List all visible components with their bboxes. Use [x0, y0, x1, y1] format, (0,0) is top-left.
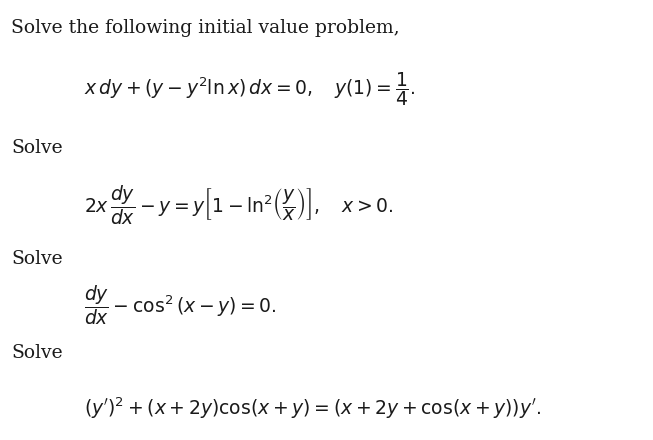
Text: $\dfrac{dy}{dx} - \cos^2(x - y) = 0.$: $\dfrac{dy}{dx} - \cos^2(x - y) = 0.$	[84, 283, 276, 327]
Text: Solve: Solve	[11, 345, 63, 363]
Text: $2x\,\dfrac{dy}{dx} - y = y\left[1 - \ln^2\!\left(\dfrac{y}{x}\right)\right], \q: $2x\,\dfrac{dy}{dx} - y = y\left[1 - \ln…	[84, 183, 393, 227]
Text: Solve: Solve	[11, 139, 63, 157]
Text: $x\,dy + (y - y^2 \ln x)\,dx = 0, \quad y(1) = \dfrac{1}{4}.$: $x\,dy + (y - y^2 \ln x)\,dx = 0, \quad …	[84, 70, 415, 108]
Text: $(y')^2 + (x + 2y)\cos(x + y) = (x + 2y + \cos(x + y))y'.$: $(y')^2 + (x + 2y)\cos(x + y) = (x + 2y …	[84, 395, 541, 421]
Text: Solve the following initial value problem,: Solve the following initial value proble…	[11, 18, 400, 37]
Text: Solve: Solve	[11, 250, 63, 268]
